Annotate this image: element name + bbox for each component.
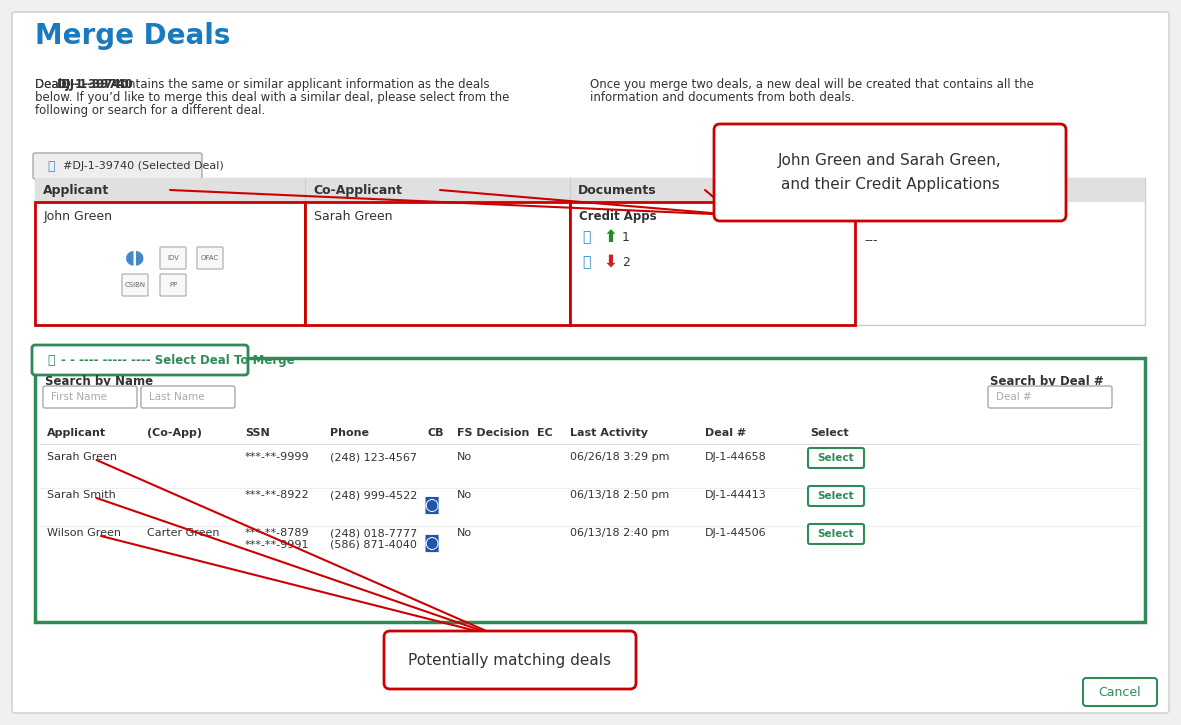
FancyBboxPatch shape: [570, 202, 855, 325]
FancyBboxPatch shape: [122, 274, 148, 296]
Text: 📂: 📂: [47, 354, 54, 367]
Text: DJ-1-39740: DJ-1-39740: [57, 78, 130, 91]
Text: Deal DJ-1-39740 contains the same or similar applicant information as the deals
: Deal DJ-1-39740 contains the same or sim…: [35, 78, 510, 121]
Text: below. If you’d like to merge this deal with a similar deal, please select from : below. If you’d like to merge this deal …: [35, 91, 509, 104]
Text: ◖◗: ◖◗: [125, 247, 145, 267]
Text: Phone: Phone: [329, 428, 368, 438]
Text: ◙: ◙: [424, 534, 441, 552]
Text: following or search for a different deal.: following or search for a different deal…: [35, 104, 266, 117]
Text: 06/13/18 2:40 pm: 06/13/18 2:40 pm: [570, 528, 670, 538]
Text: (248) 018-7777
(586) 871-4040: (248) 018-7777 (586) 871-4040: [329, 528, 417, 550]
Text: CSIBN: CSIBN: [124, 282, 145, 288]
FancyBboxPatch shape: [35, 178, 1146, 202]
FancyBboxPatch shape: [32, 345, 248, 375]
FancyBboxPatch shape: [33, 153, 202, 179]
Text: Select: Select: [817, 491, 854, 501]
Text: Deal #: Deal #: [705, 428, 746, 438]
FancyBboxPatch shape: [35, 178, 1146, 325]
Text: Applicant: Applicant: [47, 428, 106, 438]
Text: John Green: John Green: [44, 210, 113, 223]
FancyBboxPatch shape: [384, 631, 637, 689]
Text: 06/13/18 2:50 pm: 06/13/18 2:50 pm: [570, 490, 670, 500]
Text: Carter Green: Carter Green: [146, 528, 220, 538]
Text: Co-Applicant: Co-Applicant: [313, 183, 402, 196]
Text: Sarah Smith: Sarah Smith: [47, 490, 116, 500]
Text: FS Decision: FS Decision: [457, 428, 529, 438]
Text: (248) 999-4522: (248) 999-4522: [329, 490, 417, 500]
Text: First Name: First Name: [51, 392, 107, 402]
FancyBboxPatch shape: [988, 386, 1113, 408]
Text: (Co-App): (Co-App): [146, 428, 202, 438]
Text: EC: EC: [537, 428, 553, 438]
Text: Wilson Green: Wilson Green: [47, 528, 120, 538]
Text: 📄: 📄: [582, 230, 590, 244]
Text: #DJ-1-39740 (Selected Deal): #DJ-1-39740 (Selected Deal): [63, 161, 223, 171]
Text: 06/26/18 3:29 pm: 06/26/18 3:29 pm: [570, 452, 670, 462]
Text: SSN: SSN: [244, 428, 269, 438]
FancyBboxPatch shape: [35, 202, 305, 325]
Text: ⬇: ⬇: [603, 253, 618, 271]
Text: (248) 123-4567: (248) 123-4567: [329, 452, 417, 462]
Text: Search by Name: Search by Name: [45, 375, 154, 388]
Text: - - ---- ----- ---- Select Deal To Merge: - - ---- ----- ---- Select Deal To Merge: [61, 354, 294, 367]
Text: PP: PP: [169, 282, 177, 288]
FancyBboxPatch shape: [808, 448, 864, 468]
FancyBboxPatch shape: [141, 386, 235, 408]
Text: CB: CB: [428, 428, 444, 438]
Text: DJ-1-44413: DJ-1-44413: [705, 490, 766, 500]
Text: Deal              contains the same or similar applicant information as the deal: Deal contains the same or similar applic…: [35, 78, 490, 91]
Text: Sarah Green: Sarah Green: [47, 452, 117, 462]
Text: Credit Apps: Credit Apps: [579, 210, 657, 223]
FancyBboxPatch shape: [715, 124, 1066, 221]
Text: information and documents from both deals.: information and documents from both deal…: [590, 91, 855, 104]
Text: ***-**-9999: ***-**-9999: [244, 452, 309, 462]
FancyBboxPatch shape: [305, 202, 570, 325]
Text: ◙: ◙: [424, 496, 441, 514]
FancyBboxPatch shape: [35, 358, 1146, 622]
Text: No: No: [457, 528, 472, 538]
Text: Last Name: Last Name: [149, 392, 204, 402]
FancyBboxPatch shape: [197, 247, 223, 269]
Text: Deal #: Deal #: [996, 392, 1032, 402]
Text: ***-**-8789
***-**-9991: ***-**-8789 ***-**-9991: [244, 528, 309, 550]
Text: No: No: [457, 452, 472, 462]
Text: 📂: 📂: [47, 160, 54, 173]
Text: DJ-1-44658: DJ-1-44658: [705, 452, 766, 462]
Text: 1: 1: [622, 231, 629, 244]
FancyBboxPatch shape: [43, 386, 137, 408]
Text: Search by Deal #: Search by Deal #: [990, 375, 1103, 388]
Text: IDV: IDV: [167, 255, 180, 261]
FancyBboxPatch shape: [159, 274, 185, 296]
Text: 📄: 📄: [582, 255, 590, 269]
Text: Cancel: Cancel: [1098, 686, 1141, 698]
Text: John Green and Sarah Green,
and their Credit Applications: John Green and Sarah Green, and their Cr…: [778, 153, 1001, 191]
Text: Select: Select: [817, 529, 854, 539]
FancyBboxPatch shape: [808, 486, 864, 506]
Text: Select: Select: [810, 428, 849, 438]
Text: Once you merge two deals, a new deal will be created that contains all the: Once you merge two deals, a new deal wil…: [590, 78, 1033, 91]
Text: ⬆: ⬆: [603, 228, 618, 246]
FancyBboxPatch shape: [12, 12, 1169, 713]
Text: DJ-1-39740: DJ-1-39740: [61, 78, 133, 91]
Text: Applicant: Applicant: [43, 183, 110, 196]
FancyBboxPatch shape: [159, 247, 185, 269]
Text: Merge Deals: Merge Deals: [35, 22, 230, 50]
Text: ---: ---: [864, 234, 877, 247]
Text: ***-**-8922: ***-**-8922: [244, 490, 309, 500]
Text: Potentially matching deals: Potentially matching deals: [409, 652, 612, 668]
Text: Deal: Deal: [35, 78, 66, 91]
FancyBboxPatch shape: [1083, 678, 1157, 706]
Text: Select: Select: [817, 453, 854, 463]
FancyBboxPatch shape: [808, 524, 864, 544]
Text: Contract: Contract: [864, 210, 915, 223]
Text: Sarah Green: Sarah Green: [314, 210, 392, 223]
Text: 2: 2: [622, 255, 629, 268]
Text: DJ-1-44506: DJ-1-44506: [705, 528, 766, 538]
Text: Last Activity: Last Activity: [570, 428, 648, 438]
Text: OFAC: OFAC: [201, 255, 218, 261]
Text: No: No: [457, 490, 472, 500]
Text: Documents: Documents: [578, 183, 657, 196]
